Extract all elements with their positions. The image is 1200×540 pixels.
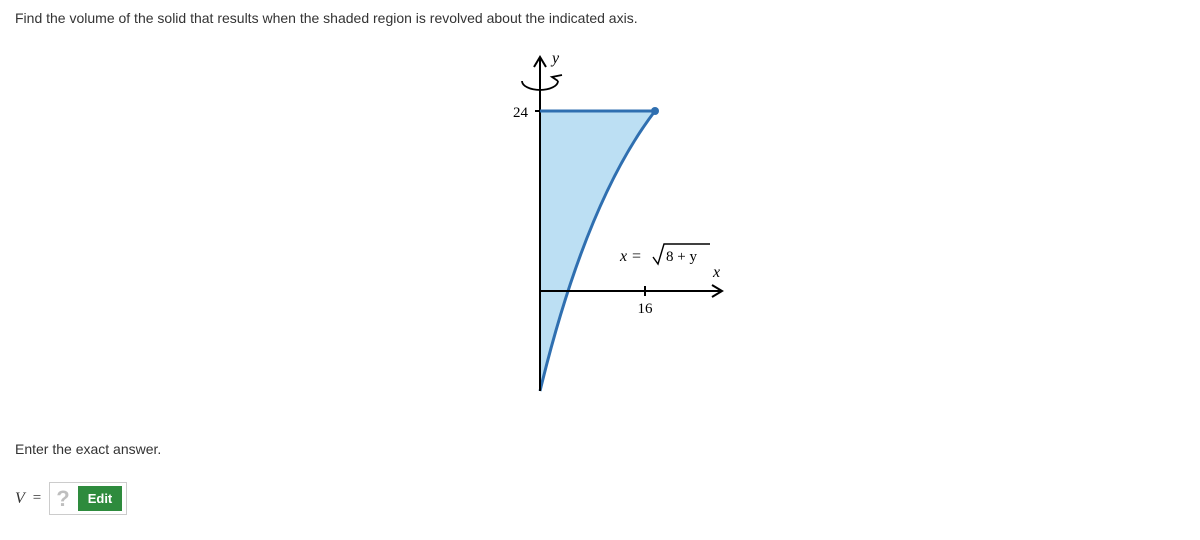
curve-equation: x = 8 + y	[619, 244, 710, 265]
x-tick-label: 16	[638, 301, 654, 317]
answer-variable: V	[15, 490, 25, 508]
graph-svg: 24 16 y x x = 8 + y	[450, 41, 750, 401]
figure: 24 16 y x x = 8 + y	[450, 41, 750, 401]
question-prompt: Find the volume of the solid that result…	[15, 10, 1185, 26]
y-axis-label: y	[550, 50, 560, 67]
eq-radicand: 8 + y	[666, 249, 697, 265]
answer-placeholder: ?	[54, 488, 71, 510]
answer-section: Enter the exact answer. V = ? Edit	[15, 441, 1185, 515]
eq-var-x: x	[619, 248, 627, 265]
y-tick-label: 24	[513, 105, 529, 121]
answer-instruction: Enter the exact answer.	[15, 441, 1185, 457]
answer-row: V = ? Edit	[15, 482, 1185, 515]
x-axis-label: x	[712, 264, 720, 281]
revolve-arrowhead	[552, 75, 562, 81]
answer-input-box[interactable]: ? Edit	[49, 482, 127, 515]
equals-sign: =	[33, 490, 41, 507]
figure-container: 24 16 y x x = 8 + y	[15, 41, 1185, 401]
eq-equals: =	[632, 248, 641, 265]
edit-button[interactable]: Edit	[78, 486, 123, 511]
